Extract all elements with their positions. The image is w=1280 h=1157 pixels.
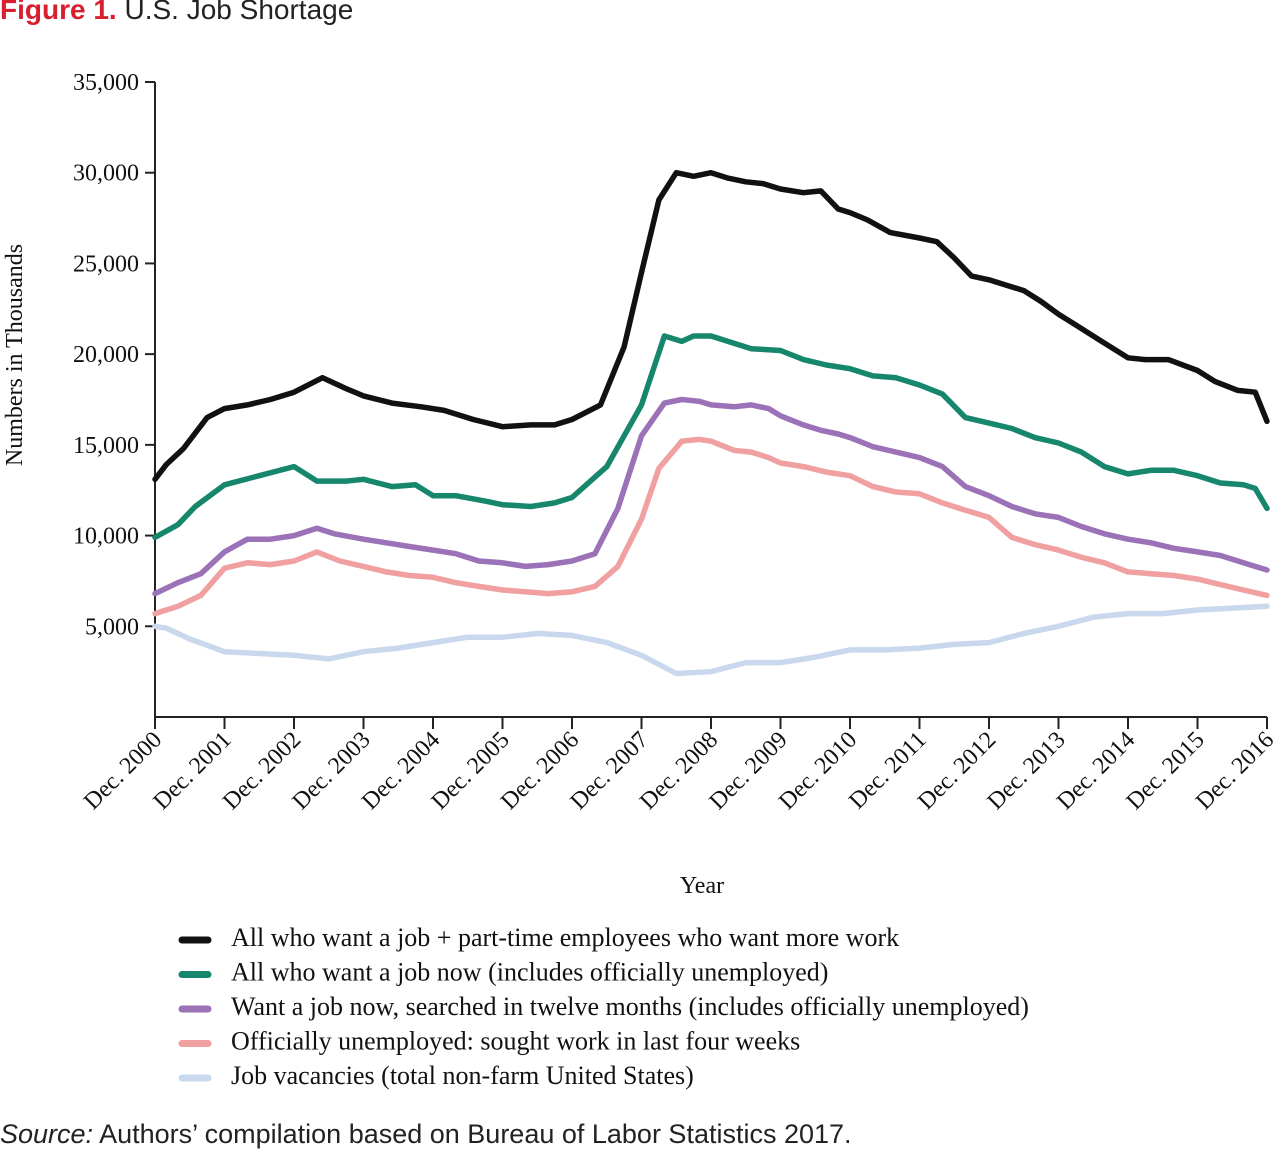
series-line <box>152 333 1270 541</box>
y-tick-label: 35,000 <box>73 70 139 96</box>
legend-label: All who want a job now (includes officia… <box>231 958 828 987</box>
series-line <box>152 396 1270 597</box>
source-note: Source: Authors’ compilation based on Bu… <box>0 1119 852 1150</box>
y-axis-label: Numbers in Thousands <box>2 244 28 466</box>
series-line <box>152 603 1270 677</box>
y-tick-label: 10,000 <box>73 524 139 550</box>
series-line <box>152 436 1270 617</box>
y-tick-label: 30,000 <box>73 161 139 187</box>
legend-label: Job vacancies (total non-farm United Sta… <box>231 1061 694 1090</box>
y-tick-label: 15,000 <box>73 433 139 459</box>
source-label: Source: <box>0 1119 94 1149</box>
figure-title: Figure 1. U.S. Job Shortage <box>0 0 353 26</box>
y-axis: 5,000 10,000 15,000 20,000 25,000 30,000 35,00… <box>73 70 156 717</box>
x-axis-label: Year <box>680 873 724 899</box>
legend-label: All who want a job + part-time employees… <box>231 923 899 952</box>
figure-title-text: U.S. Job Shortage <box>124 0 354 25</box>
y-tick-label: 25,000 <box>73 251 139 277</box>
figure-label: Figure 1. <box>0 0 117 25</box>
series-line <box>152 169 1270 483</box>
legend-label: Want a job now, searched in twelve month… <box>231 992 1029 1021</box>
source-text: Authors’ compilation based on Bureau of … <box>93 1119 852 1149</box>
y-tick-label: 20,000 <box>73 342 139 368</box>
line-chart: 5,000 10,000 15,000 20,000 25,000 30,000 35,00… <box>2 70 1279 1090</box>
series-lines <box>152 169 1270 677</box>
legend: All who want a job + part-time employees… <box>178 923 1029 1090</box>
y-tick-label: 5,000 <box>85 614 139 640</box>
legend-label: Officially unemployed: sought work in la… <box>231 1027 800 1056</box>
